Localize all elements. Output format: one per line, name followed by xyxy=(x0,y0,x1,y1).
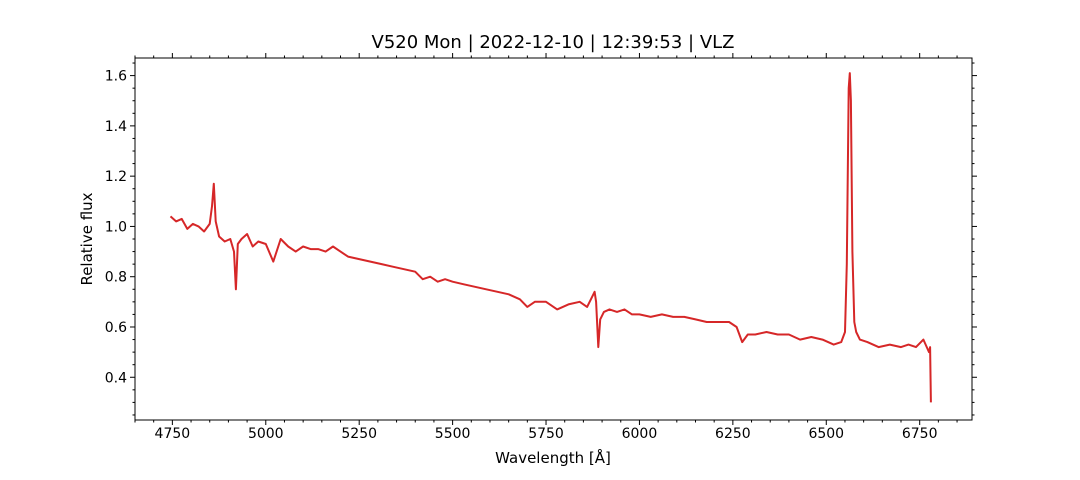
x-tick-label: 5500 xyxy=(435,426,471,442)
chart-title: V520 Mon | 2022-12-10 | 12:39:53 | VLZ xyxy=(372,32,735,53)
y-tick-label: 0.4 xyxy=(105,370,127,386)
spectrum-line xyxy=(169,72,932,403)
y-tick-label: 1.0 xyxy=(105,219,127,235)
x-axis-label: Wavelength [Å] xyxy=(495,448,611,467)
y-tick-label: 0.6 xyxy=(105,320,127,336)
x-tick-label: 6250 xyxy=(715,426,751,442)
x-tick-label: 5750 xyxy=(528,426,564,442)
x-tick-label: 5000 xyxy=(248,426,284,442)
y-axis-label: Relative flux xyxy=(78,192,96,285)
x-tick-label: 6500 xyxy=(808,426,844,442)
y-tick-label: 0.8 xyxy=(105,270,127,286)
x-tick-label: 6750 xyxy=(902,426,938,442)
y-tick-label: 1.4 xyxy=(105,119,127,135)
x-tick-label: 5250 xyxy=(341,426,377,442)
x-tick-label: 6000 xyxy=(622,426,658,442)
y-tick-label: 1.6 xyxy=(105,69,127,85)
x-tick-label: 4750 xyxy=(155,426,191,442)
y-tick-label: 1.2 xyxy=(105,169,127,185)
